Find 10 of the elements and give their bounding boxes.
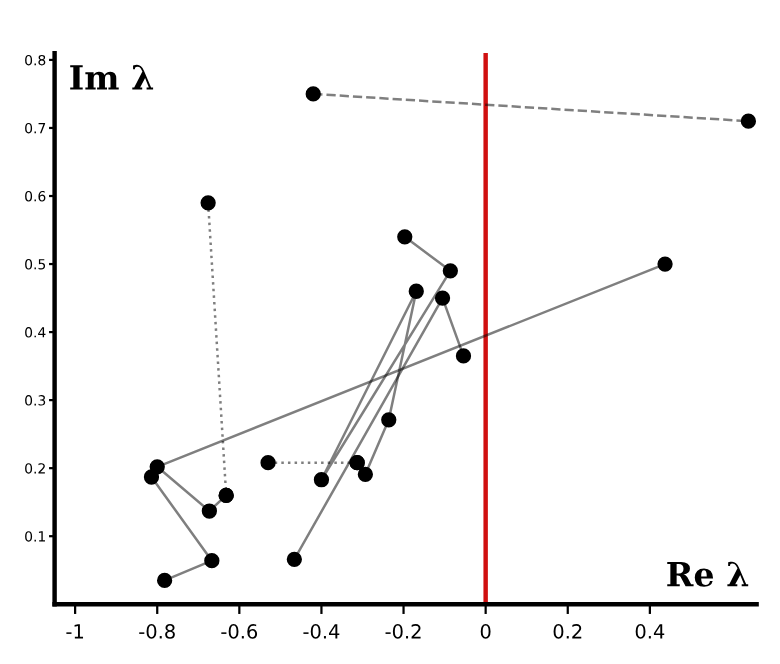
x-tick-label: 0.4 bbox=[635, 624, 665, 639]
x-tick-label: 0.2 bbox=[553, 624, 582, 639]
y-axis-title: Im λ bbox=[70, 64, 154, 90]
x-tick-label: -0.4 bbox=[303, 624, 340, 639]
x-tick-label: 0 bbox=[480, 624, 491, 639]
x-tick-label: -0.2 bbox=[385, 624, 421, 639]
x-axis-title: Re λ bbox=[667, 561, 749, 587]
x-tick-label: -0.8 bbox=[139, 624, 175, 639]
x-tick-label: -1 bbox=[66, 624, 84, 639]
x-tick-label: -0.6 bbox=[221, 624, 258, 639]
